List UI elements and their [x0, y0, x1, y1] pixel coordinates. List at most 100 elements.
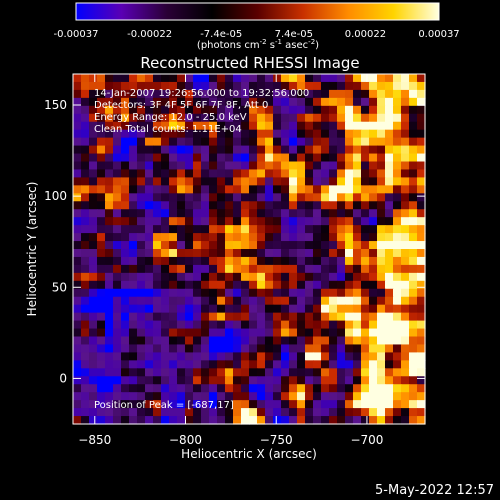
heatmap-cell	[385, 89, 394, 99]
heatmap-cell	[97, 384, 106, 393]
heatmap-cell	[369, 177, 378, 186]
heatmap-cell	[201, 296, 210, 306]
heatmap-cell	[185, 360, 194, 369]
heatmap-cell	[361, 169, 370, 178]
heatmap-cell	[177, 264, 186, 274]
heatmap-cell	[209, 296, 218, 306]
heatmap-cell	[361, 89, 370, 99]
heatmap-cell	[209, 360, 218, 369]
heatmap-cell	[329, 416, 338, 425]
heatmap-cell	[385, 209, 394, 218]
heatmap-cell	[369, 113, 378, 123]
heatmap-cell	[89, 288, 98, 298]
heatmap-cell	[273, 145, 282, 155]
y-tick-label: 100	[44, 189, 67, 203]
heatmap-cell	[81, 241, 90, 250]
heatmap-cell	[161, 416, 170, 425]
heatmap-cell	[337, 97, 346, 107]
heatmap-cell	[377, 280, 386, 290]
heatmap-cell	[225, 209, 234, 218]
heatmap-cell	[209, 145, 218, 155]
heatmap-cell	[121, 233, 130, 242]
heatmap-cell	[225, 328, 234, 338]
heatmap-cell	[345, 89, 354, 99]
heatmap-cell	[417, 264, 426, 274]
heatmap-cell	[329, 209, 338, 218]
heatmap-cell	[121, 312, 130, 322]
heatmap-cell	[257, 233, 266, 242]
heatmap-cell	[73, 400, 82, 409]
heatmap-cell	[233, 400, 242, 409]
heatmap-cell	[129, 225, 138, 234]
heatmap-cell	[161, 153, 170, 163]
heatmap-cell	[353, 161, 362, 171]
heatmap-cell	[401, 368, 410, 377]
heatmap-cell	[417, 105, 426, 115]
heatmap-cell	[321, 74, 330, 83]
heatmap-cell	[193, 233, 202, 242]
chart-title: Reconstructed RHESSI Image	[140, 54, 359, 72]
heatmap-cell	[305, 344, 314, 353]
heatmap-cell	[345, 169, 354, 178]
heatmap-cell	[73, 217, 82, 226]
heatmap-cell	[313, 352, 322, 361]
heatmap-cell	[121, 105, 130, 115]
heatmap-cell	[369, 161, 378, 171]
heatmap-cell	[369, 392, 378, 401]
heatmap-cell	[169, 241, 178, 250]
heatmap-cell	[329, 360, 338, 369]
heatmap-cell	[401, 360, 410, 369]
heatmap-cell	[353, 288, 362, 298]
heatmap-cell	[265, 177, 274, 186]
heatmap-cell	[305, 304, 314, 314]
heatmap-cell	[329, 296, 338, 306]
heatmap-cell	[417, 217, 426, 226]
heatmap-cell	[337, 344, 346, 353]
heatmap-cell	[73, 89, 82, 99]
heatmap-cell	[337, 241, 346, 250]
heatmap-cell	[321, 344, 330, 353]
heatmap-cell	[121, 352, 130, 361]
heatmap-cell	[321, 352, 330, 361]
heatmap-cell	[313, 344, 322, 353]
heatmap-cell	[225, 193, 234, 202]
heatmap-cell	[193, 193, 202, 202]
heatmap-cell	[113, 312, 122, 322]
heatmap-cell	[169, 161, 178, 171]
heatmap-cell	[305, 153, 314, 163]
heatmap-cell	[257, 264, 266, 274]
heatmap-cell	[153, 169, 162, 178]
heatmap-cell	[345, 416, 354, 425]
heatmap-cell	[409, 280, 418, 290]
heatmap-cell	[185, 408, 194, 417]
heatmap-cell	[361, 336, 370, 346]
heatmap-cell	[401, 312, 410, 322]
heatmap-cell	[409, 145, 418, 155]
heatmap-cell	[369, 408, 378, 417]
heatmap-cell	[121, 280, 130, 290]
heatmap-cell	[409, 225, 418, 234]
heatmap-cell	[297, 185, 306, 194]
heatmap-cell	[137, 392, 146, 401]
heatmap-cell	[233, 161, 242, 171]
heatmap-cell	[305, 352, 314, 361]
heatmap-cell	[265, 384, 274, 393]
heatmap-cell	[233, 89, 242, 99]
heatmap-cell	[81, 217, 90, 226]
heatmap-cell	[417, 249, 426, 258]
heatmap-cell	[97, 400, 106, 409]
heatmap-cell	[233, 177, 242, 186]
heatmap-cell	[201, 225, 210, 234]
heatmap-cell	[105, 89, 114, 99]
heatmap-cell	[169, 328, 178, 338]
heatmap-cell	[73, 145, 82, 155]
heatmap-cell	[393, 296, 402, 306]
heatmap-cell	[305, 328, 314, 338]
heatmap-cell	[281, 97, 290, 107]
heatmap-cell	[185, 288, 194, 298]
heatmap-cell	[337, 288, 346, 298]
heatmap-cell	[369, 217, 378, 226]
heatmap-cell	[225, 296, 234, 306]
heatmap-cell	[409, 89, 418, 99]
heatmap-cell	[417, 376, 426, 385]
